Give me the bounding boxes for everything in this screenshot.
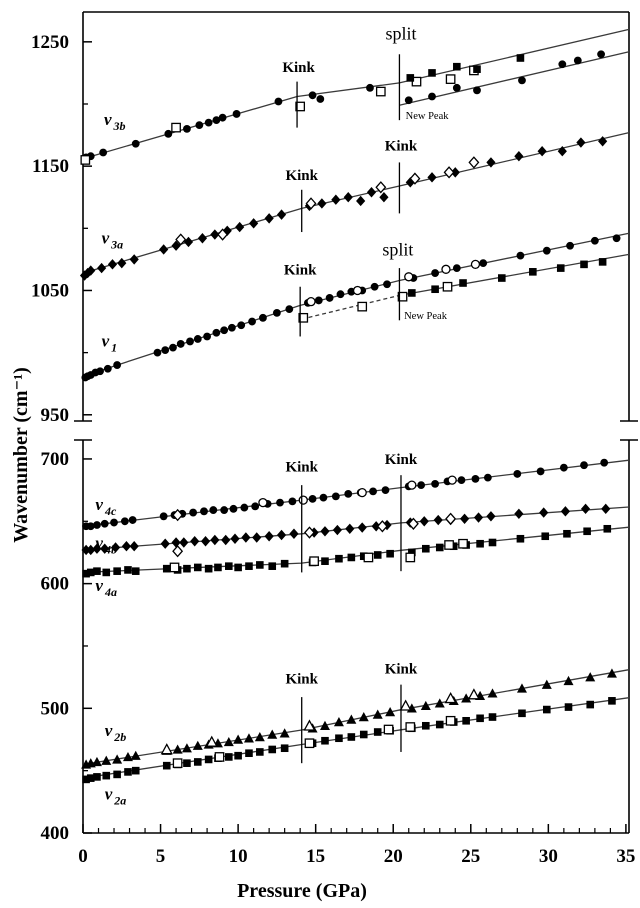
- y-axis-title: Wavenumber (cm⁻¹): [10, 367, 32, 543]
- series-v4c: v 4c: [82, 458, 630, 531]
- x-tick-label: 35: [616, 846, 635, 867]
- kink-annotation: Kink: [285, 460, 318, 476]
- series-v3b: v 3b: [80, 28, 630, 165]
- series-label-v4c: v 4c: [95, 495, 117, 518]
- axis-titles: Pressure (GPa) Wavenumber (cm⁻¹): [10, 367, 367, 902]
- x-tick-label: 20: [384, 846, 403, 867]
- x-tick-label: 5: [156, 846, 166, 867]
- kink-annotation: Kink: [385, 452, 418, 468]
- series-v4b: v 4b: [81, 503, 630, 558]
- kink-annotation: Kink: [385, 138, 418, 154]
- y-tick-label: 1050: [31, 280, 69, 301]
- series-label-v2a: v 2a: [105, 784, 127, 807]
- x-axis-ticks: 0 5 10 15 20 25 30 35: [78, 824, 635, 867]
- series-label-v4b: v 4b: [95, 534, 117, 557]
- split-annotation: split: [382, 240, 413, 260]
- y-tick-label: 950: [41, 405, 70, 426]
- series-label-v3a: v 3a: [102, 228, 124, 251]
- x-tick-label: 10: [229, 846, 248, 867]
- kink-annotation: Kink: [385, 662, 418, 678]
- y-tick-label: 1150: [32, 156, 69, 177]
- y-tick-label: 700: [41, 449, 70, 470]
- panel-frames: [74, 11, 638, 834]
- y-axis-ticks: 1250 1150 1050 950 700 600 500 400: [31, 32, 92, 844]
- y-tick-label: 400: [41, 823, 70, 844]
- series-v2a: v 2a: [82, 697, 630, 807]
- trend-line: [301, 294, 400, 320]
- y-tick-label: 500: [41, 698, 70, 719]
- x-axis-title: Pressure (GPa): [237, 880, 367, 902]
- kink-annotation: Kink: [282, 60, 315, 76]
- series-label-v3b: v 3b: [104, 110, 126, 133]
- x-tick-label: 15: [306, 846, 325, 867]
- series-v4a: v 4a: [82, 524, 630, 599]
- x-tick-label: 0: [78, 846, 88, 867]
- series-v2b: v 2b: [81, 668, 630, 769]
- x-tick-label: 25: [461, 846, 480, 867]
- split-annotation: split: [385, 23, 416, 43]
- x-tick-label: 30: [539, 846, 558, 867]
- series-v3a: v 3a: [79, 131, 630, 281]
- kink-annotation: Kink: [285, 672, 318, 688]
- newpeak-annotation: New Peak: [406, 111, 450, 122]
- y-tick-label: 600: [41, 574, 70, 595]
- series-label-v2b: v 2b: [105, 721, 127, 744]
- series-label-v4a: v 4a: [95, 576, 117, 599]
- newpeak-annotation: New Peak: [404, 311, 448, 322]
- annotations: Kink split New Peak Kink Kink Kink split New Pe…: [282, 23, 450, 764]
- kink-annotation: Kink: [284, 263, 317, 279]
- y-tick-label: 1250: [31, 32, 69, 53]
- kink-annotation: Kink: [285, 168, 318, 184]
- trend-line: [399, 51, 630, 106]
